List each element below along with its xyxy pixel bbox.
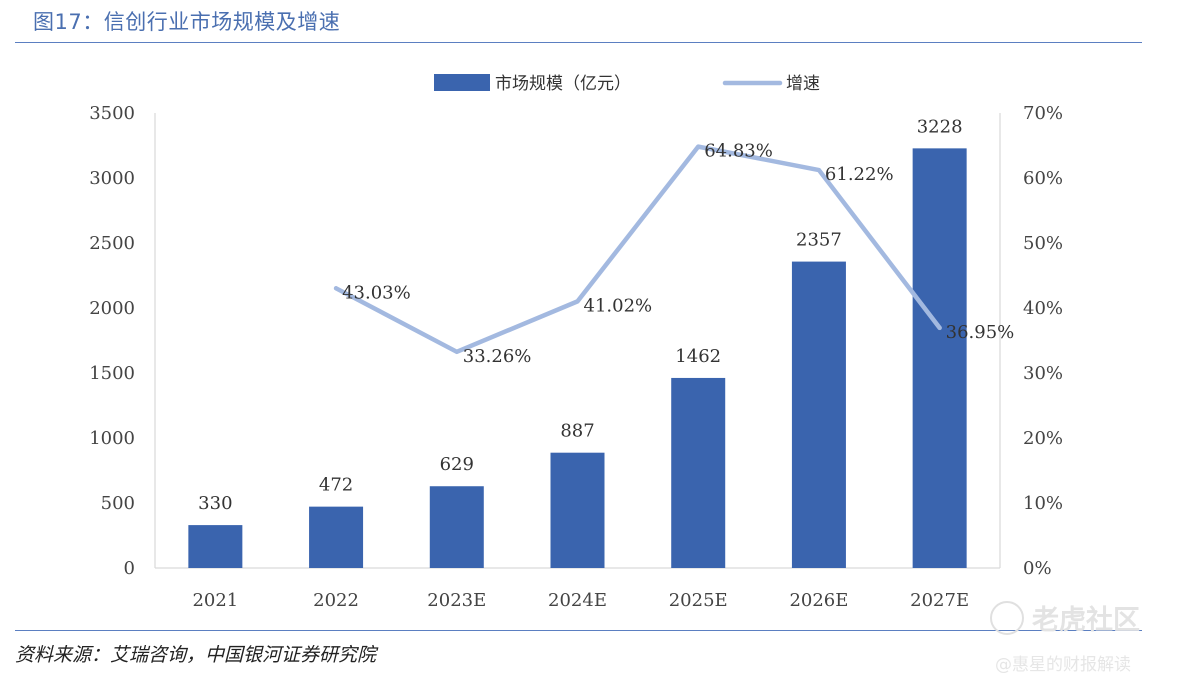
top-rule (15, 42, 1142, 43)
watermark-brand: 老虎社区 (990, 598, 1140, 637)
bar-value-label: 2357 (796, 230, 842, 251)
bar-value-label: 629 (440, 454, 474, 475)
x-tick-label: 2025E (669, 590, 728, 611)
legend-label-line: 增速 (786, 74, 820, 94)
y-tick-label: 500 (101, 493, 135, 514)
bar (188, 525, 243, 568)
y2-tick-label: 40% (1023, 298, 1063, 319)
watermark-account: @惠星的财报解读 (995, 655, 1131, 675)
x-tick-label: 2027E (910, 590, 969, 611)
y2-tick-label: 0% (1023, 558, 1052, 579)
bar (550, 452, 605, 568)
line-point (696, 144, 701, 149)
watermark-brand-text: 老虎社区 (1032, 605, 1140, 636)
y-tick-label: 3000 (89, 168, 135, 189)
x-axis: 2021 2022 2023E 2024E 2025E 2026E 2027E (192, 590, 969, 611)
y2-tick-label: 30% (1023, 363, 1063, 384)
bar-value-label: 3228 (917, 116, 963, 137)
y2-tick-label: 10% (1023, 493, 1063, 514)
x-tick-label: 2021 (192, 590, 238, 611)
line-value-label: 43.03% (342, 282, 411, 303)
y-tick-label: 2000 (89, 298, 135, 319)
line-point (937, 325, 942, 330)
x-tick-label: 2022 (313, 590, 359, 611)
legend-label-bar: 市场规模（亿元） (495, 74, 631, 94)
bar (791, 261, 846, 568)
bar (671, 377, 726, 568)
figure-title: 图17：信创行业市场规模及增速 (33, 10, 341, 34)
line-point (575, 299, 580, 304)
bar-series: 330 472 629 887 1462 2357 3228 (188, 116, 967, 569)
line-value-label: 41.02% (584, 295, 653, 316)
y-tick-label: 1500 (89, 363, 135, 384)
y-axis-left: 0 500 1000 1500 2000 2500 3000 3500 (89, 103, 135, 579)
chart: 市场规模（亿元） 增速 0500100015002000250030003500 … (89, 74, 1063, 611)
line-point (816, 168, 821, 173)
y-tick-label: 2500 (89, 233, 135, 254)
bar-value-label: 472 (319, 475, 353, 496)
y2-tick-label: 20% (1023, 428, 1063, 449)
y-tick-label: 1000 (89, 428, 135, 449)
line-point (334, 286, 339, 291)
line-value-label: 33.26% (463, 346, 532, 367)
source-note: 资料来源：艾瑞咨询，中国银河证券研究院 (15, 644, 377, 666)
x-tick-label: 2024E (548, 590, 607, 611)
bar-value-label: 887 (560, 421, 594, 442)
bar-value-label: 1462 (675, 346, 721, 367)
legend: 市场规模（亿元） 增速 (434, 74, 820, 94)
line-value-label: 61.22% (825, 164, 894, 185)
y2-tick-label: 70% (1023, 103, 1063, 124)
line-value-label: 36.95% (946, 322, 1015, 343)
line-point (454, 349, 459, 354)
y2-tick-label: 60% (1023, 168, 1063, 189)
y-tick-label: 3500 (89, 103, 135, 124)
line-series: 43.03% 33.26% 41.02% 64.83% 61.22% 36.95% (333, 141, 1015, 367)
bar-value-label: 330 (198, 493, 232, 514)
x-tick-label: 2023E (427, 590, 486, 611)
bar (429, 486, 484, 568)
line-value-label: 64.83% (704, 141, 773, 162)
y2-tick-label: 50% (1023, 233, 1063, 254)
bar (309, 506, 364, 568)
y-tick-label: 0 (124, 558, 135, 579)
x-tick-label: 2026E (789, 590, 848, 611)
growth-line (333, 144, 942, 355)
bar (912, 148, 967, 569)
y-axis-right: 0% 10% 20% 30% 40% 50% 60% 70% (1023, 103, 1063, 579)
tiger-logo-icon (990, 600, 1024, 635)
legend-swatch-bar (434, 74, 490, 91)
bottom-rule (15, 630, 1142, 631)
